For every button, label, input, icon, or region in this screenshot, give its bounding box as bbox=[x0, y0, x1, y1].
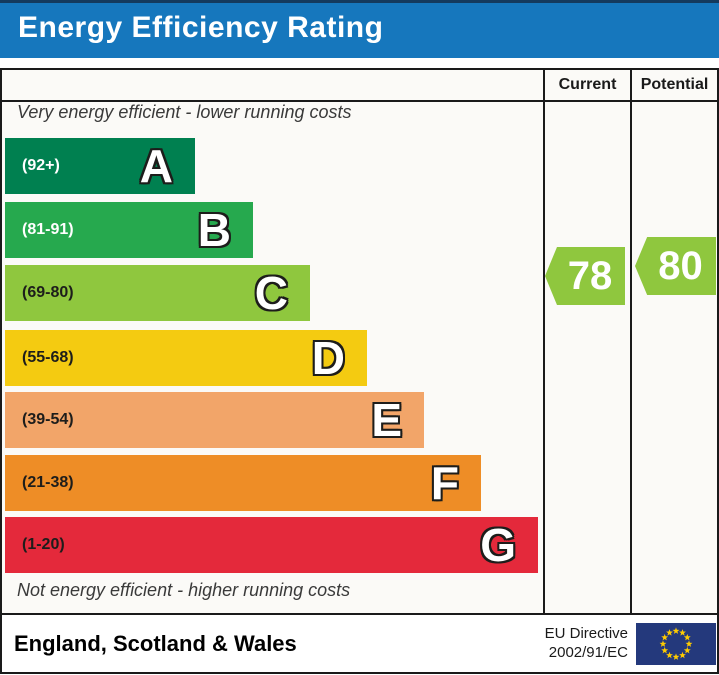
band-a: (92+) A bbox=[5, 138, 195, 194]
eu-directive-label: EU Directive 2002/91/EC bbox=[545, 624, 628, 662]
current-rating-arrow: 78 bbox=[545, 247, 625, 305]
band-b-letter: B bbox=[197, 204, 231, 256]
band-g: (1-20) G bbox=[5, 517, 538, 573]
band-f: (21-38) F bbox=[5, 455, 481, 511]
band-b: (81-91) B bbox=[5, 202, 253, 258]
band-d-range: (55-68) bbox=[22, 349, 74, 366]
band-g-range: (1-20) bbox=[22, 536, 65, 553]
column-header-potential: Potential bbox=[640, 76, 709, 93]
top-note: Very energy efficient - lower running co… bbox=[17, 102, 352, 122]
band-f-letter: F bbox=[430, 457, 459, 509]
rating-table: Current Potential Very energy efficient … bbox=[0, 68, 719, 615]
eu-flag-icon bbox=[636, 623, 716, 665]
band-d-letter: D bbox=[311, 332, 345, 384]
eu-directive-line1: EU Directive bbox=[544, 625, 628, 642]
header-divider bbox=[2, 100, 717, 102]
band-f-range: (21-38) bbox=[22, 474, 74, 491]
band-c-range: (69-80) bbox=[22, 284, 74, 301]
column-header-current: Current bbox=[558, 76, 617, 93]
band-a-letter: A bbox=[139, 140, 173, 192]
band-b-range: (81-91) bbox=[22, 221, 74, 238]
band-c: (69-80) C bbox=[5, 265, 310, 321]
band-g-letter: G bbox=[480, 519, 516, 571]
region-label: England, Scotland & Wales bbox=[14, 631, 297, 656]
footer-bar: England, Scotland & Wales EU Directive 2… bbox=[0, 613, 719, 674]
band-e-range: (39-54) bbox=[22, 411, 74, 428]
eu-directive-line2: 2002/91/EC bbox=[548, 644, 628, 661]
band-d: (55-68) D bbox=[5, 330, 367, 386]
column-divider-current bbox=[543, 70, 545, 613]
potential-rating-value: 80 bbox=[658, 244, 703, 288]
potential-rating-arrow: 80 bbox=[635, 237, 716, 295]
bottom-note: Not energy efficient - higher running co… bbox=[17, 580, 351, 600]
band-a-range: (92+) bbox=[22, 157, 60, 174]
current-rating-value: 78 bbox=[567, 254, 613, 298]
column-divider-potential bbox=[630, 70, 632, 613]
band-e-letter: E bbox=[371, 394, 402, 446]
band-c-letter: C bbox=[254, 267, 288, 319]
band-e: (39-54) E bbox=[5, 392, 424, 448]
chart-title-bar: Energy Efficiency Rating bbox=[0, 0, 719, 58]
chart-title: Energy Efficiency Rating bbox=[18, 11, 384, 44]
